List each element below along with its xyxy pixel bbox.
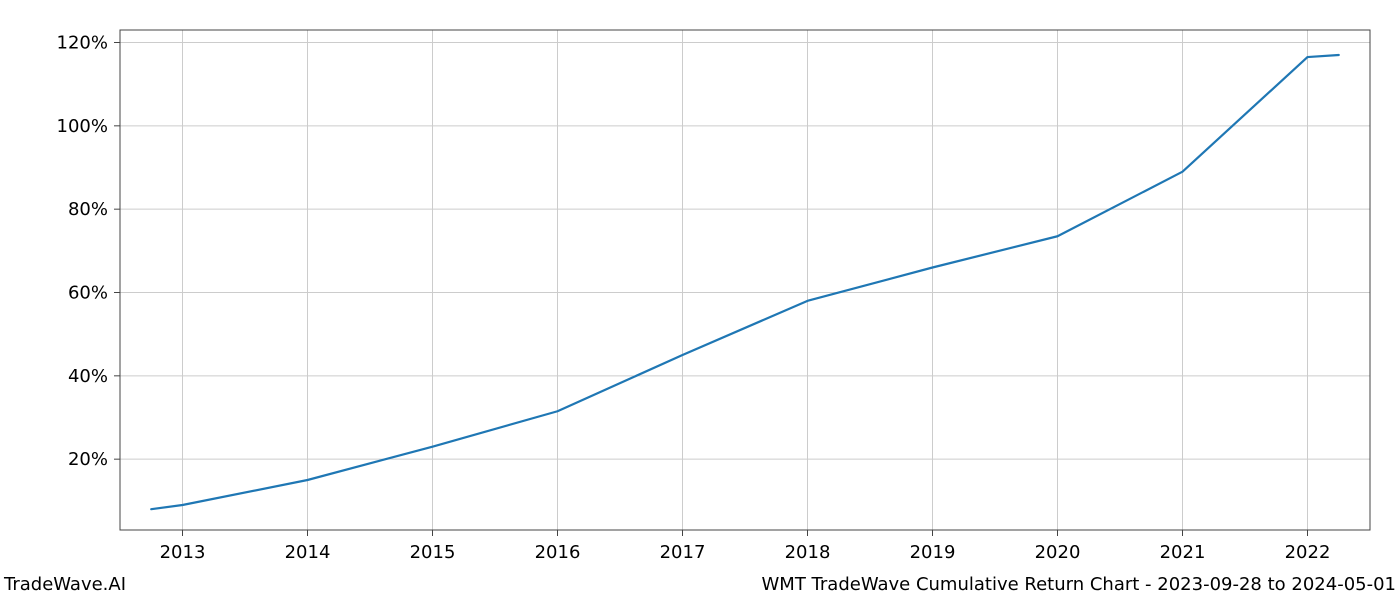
y-tick-label: 60% [68,283,108,304]
footer-right-label: WMT TradeWave Cumulative Return Chart - … [762,574,1397,595]
y-tick-label: 20% [68,449,108,470]
x-tick-label: 2022 [1285,542,1331,563]
x-tick-label: 2014 [285,542,331,563]
x-tick-label: 2019 [910,542,956,563]
x-tick-label: 2021 [1160,542,1206,563]
y-tick-label: 120% [57,33,108,54]
y-tick-label: 80% [68,199,108,220]
y-tick-label: 100% [57,116,108,137]
chart-svg: 2013 2014 2015 2016 2017 2018 2019 2020 2021 2022… [0,0,1400,600]
x-tick-label: 2015 [410,542,456,563]
return-chart: 2013 2014 2015 2016 2017 2018 2019 2020 2021 2022… [0,0,1400,600]
x-tick-label: 2016 [535,542,581,563]
x-tick-label: 2013 [160,542,206,563]
x-tick-label: 2017 [660,542,706,563]
footer-left-label: TradeWave.AI [3,574,126,595]
x-tick-label: 2018 [785,542,831,563]
x-tick-label: 2020 [1035,542,1081,563]
y-tick-label: 40% [68,366,108,387]
